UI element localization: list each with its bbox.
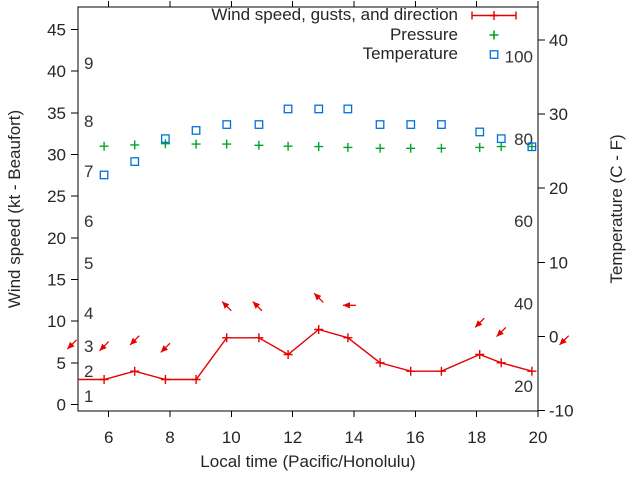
tick-label: 18 [467,428,486,447]
tick-label: 35 [47,104,66,123]
tick-label: 30 [549,105,568,124]
tick-label: 9 [84,54,93,73]
tick-label: 3 [84,337,93,356]
legend-samples [471,11,517,59]
tick-label: 7 [84,162,93,181]
tick-label: 0 [57,396,66,415]
tick-label: 1 [84,387,93,406]
series-wind-speed [78,325,537,384]
tick-label: 12 [283,428,302,447]
tick-label: 40 [549,31,568,50]
tick-label: 40 [47,62,66,81]
plot-border [77,6,539,412]
tick-label: 0 [549,327,558,346]
tick-label: 5 [57,354,66,373]
legend-entry-pressure: Pressure [389,25,458,44]
tick-label: 5 [84,254,93,273]
tick-label: 8 [165,428,174,447]
y-left-axis-title: Wind speed (kt - Beaufort) [5,109,24,309]
tick-label: 20 [549,179,568,198]
tick-label: 8 [84,112,93,131]
tick-label: 16 [406,428,425,447]
legend-entry-wind: Wind speed, gusts, and direction [211,5,458,24]
tick-label: 15 [47,271,66,290]
tick-label: 20 [529,428,548,447]
series-pressure [99,139,537,153]
tick-label: 60 [514,212,533,231]
tick-label: 45 [47,21,66,40]
tick-label: 10 [222,428,241,447]
tick-label: 10 [47,312,66,331]
tick-label: 20 [47,229,66,248]
tick-label: 14 [345,428,364,447]
tick-label: 25 [47,187,66,206]
tick-label: 20 [514,377,533,396]
axis-ticks [71,1,545,417]
x-axis-title: Local time (Pacific/Honolulu) [200,452,416,471]
tick-label: 4 [84,304,93,323]
tick-label: 6 [104,428,113,447]
tick-label: -10 [549,402,574,421]
tick-label: 40 [514,295,533,314]
series-temperature [99,104,537,180]
tick-label: 30 [47,146,66,165]
tick-label: 2 [84,362,93,381]
y-right-axis-title: Temperature (C - F) [607,134,626,284]
axis-tick-labels: 6 8 10 12 14 16 18 20051015202530354045-1001020… [47,21,574,448]
legend-entry-temperature: Temperature [362,44,458,63]
tick-label: 10 [549,253,568,272]
tick-label: 6 [84,212,93,231]
series-gusts-direction [66,292,570,353]
tick-label: 100 [505,48,533,67]
